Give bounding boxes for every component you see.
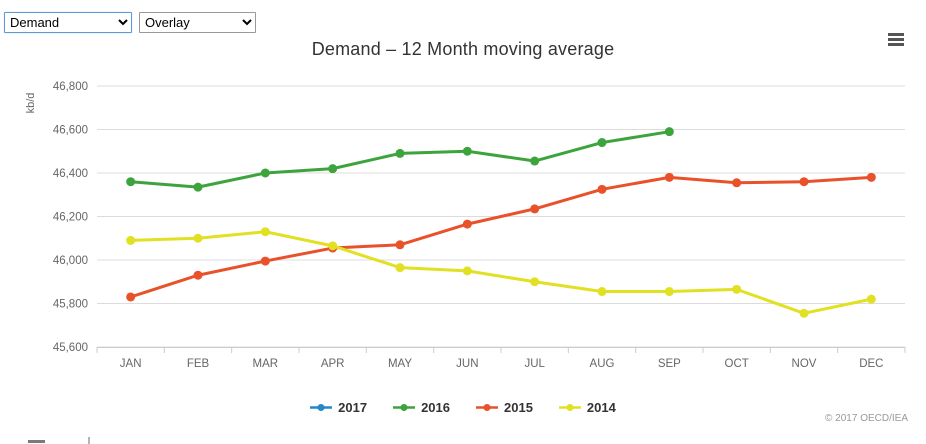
data-point-2015-OCT[interactable] xyxy=(732,178,742,188)
x-axis-tick-label: OCT xyxy=(725,358,749,370)
below-fold-cutoff-border xyxy=(88,437,90,444)
data-point-2016-SEP[interactable] xyxy=(664,127,674,137)
data-point-2014-APR[interactable] xyxy=(328,241,338,251)
legend-item-2017[interactable]: 2017 xyxy=(310,400,367,415)
x-axis-tick-label: MAY xyxy=(388,358,412,370)
x-axis-tick-label: JUL xyxy=(524,358,545,370)
series-line-2014 xyxy=(129,230,873,315)
data-point-2016-MAY[interactable] xyxy=(395,148,405,158)
series-line-2016 xyxy=(129,130,671,189)
y-axis-tick-label: 46,000 xyxy=(53,255,88,267)
data-point-2015-MAY[interactable] xyxy=(395,240,405,250)
chart-title: Demand – 12 Month moving average xyxy=(311,39,615,59)
data-point-2015-APR[interactable] xyxy=(328,243,338,253)
data-point-2014-MAR[interactable] xyxy=(260,227,270,237)
metric-select[interactable]: Demand xyxy=(4,12,132,33)
x-axis-tick-label: FEB xyxy=(187,358,210,370)
y-axis-tick-label: 45,600 xyxy=(53,342,88,354)
x-axis-tick-label: JUN xyxy=(456,358,478,370)
overlay-select[interactable]: Overlay xyxy=(139,12,256,33)
below-fold-cutoff-text xyxy=(28,440,45,443)
data-point-2015-JAN[interactable] xyxy=(126,292,136,302)
data-point-2014-FEB[interactable] xyxy=(193,233,203,243)
data-point-2014-DEC[interactable] xyxy=(866,294,876,304)
copyright-label: © 2017 OECD/IEA xyxy=(825,413,908,424)
data-point-2016-JAN[interactable] xyxy=(126,177,136,187)
y-axis-tick-label: 46,200 xyxy=(53,212,88,224)
data-point-2014-OCT[interactable] xyxy=(732,284,742,294)
legend-marker-2016 xyxy=(393,404,416,411)
data-point-2016-JUN[interactable] xyxy=(462,146,472,156)
hamburger-bar xyxy=(888,38,904,41)
legend-label: 2015 xyxy=(504,400,533,415)
legend-item-2014[interactable]: 2014 xyxy=(558,400,616,415)
legend-label: 2014 xyxy=(586,400,616,415)
chart-legend: 2017 2016 2015 2014 xyxy=(0,400,926,415)
hamburger-bar xyxy=(888,33,904,36)
legend-marker-2015 xyxy=(476,404,498,411)
y-axis-tick-label: 46,400 xyxy=(53,168,88,180)
x-axis-tick-label: AUG xyxy=(590,358,615,370)
y-axis-title: kb/d xyxy=(25,93,37,114)
data-point-2016-AUG[interactable] xyxy=(597,138,607,148)
legend-label: 2016 xyxy=(421,400,450,415)
data-point-2014-JUN[interactable] xyxy=(462,266,472,276)
data-point-2014-MAY[interactable] xyxy=(395,263,405,273)
data-point-2016-MAR[interactable] xyxy=(260,168,270,178)
legend-marker-2014 xyxy=(558,404,581,411)
data-point-2016-APR[interactable] xyxy=(328,164,338,174)
data-point-2015-JUN[interactable] xyxy=(462,219,472,229)
data-point-2014-SEP[interactable] xyxy=(664,287,674,297)
data-point-2016-JUL[interactable] xyxy=(530,156,540,166)
data-point-2016-FEB[interactable] xyxy=(193,182,203,192)
data-point-2014-AUG[interactable] xyxy=(597,287,607,297)
x-axis-tick-label: APR xyxy=(321,358,345,370)
y-axis-tick-label: 46,800 xyxy=(53,81,88,93)
data-point-2015-SEP[interactable] xyxy=(664,172,674,182)
data-point-2015-NOV[interactable] xyxy=(799,177,809,187)
legend-item-2015[interactable]: 2015 xyxy=(476,400,533,415)
data-point-2015-FEB[interactable] xyxy=(193,270,203,280)
data-point-2014-JAN[interactable] xyxy=(126,235,136,245)
data-point-2015-JUL[interactable] xyxy=(530,204,540,214)
legend-label: 2017 xyxy=(338,400,368,415)
series-line-2015 xyxy=(129,175,873,299)
x-axis-tick-label: SEP xyxy=(658,358,681,370)
x-axis-tick-label: JAN xyxy=(120,358,142,370)
data-point-2014-NOV[interactable] xyxy=(799,308,809,318)
hamburger-icon[interactable] xyxy=(888,33,904,47)
y-axis-tick-label: 46,600 xyxy=(53,125,88,137)
data-point-2015-AUG[interactable] xyxy=(597,184,607,194)
data-point-2014-JUL[interactable] xyxy=(530,277,540,287)
x-axis-tick-label: DEC xyxy=(859,358,883,370)
x-axis-tick-label: MAR xyxy=(253,358,279,370)
x-axis-tick-label: NOV xyxy=(792,358,817,370)
legend-item-2016[interactable]: 2016 xyxy=(393,400,450,415)
data-point-2015-DEC[interactable] xyxy=(866,172,876,182)
data-point-2015-MAR[interactable] xyxy=(260,256,270,266)
hamburger-bar xyxy=(888,43,904,46)
y-axis-tick-label: 45,800 xyxy=(53,299,88,311)
legend-marker-2017 xyxy=(310,404,333,411)
